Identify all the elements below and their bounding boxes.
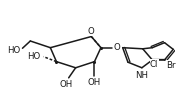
Text: NH: NH: [135, 70, 148, 79]
Text: O: O: [87, 27, 94, 36]
Text: HO: HO: [28, 51, 41, 60]
Text: O: O: [114, 42, 120, 51]
Text: HO: HO: [7, 45, 20, 54]
Text: OH: OH: [88, 77, 101, 86]
Text: Cl: Cl: [150, 59, 158, 68]
Text: Br: Br: [166, 61, 175, 70]
Text: OH: OH: [59, 80, 73, 89]
